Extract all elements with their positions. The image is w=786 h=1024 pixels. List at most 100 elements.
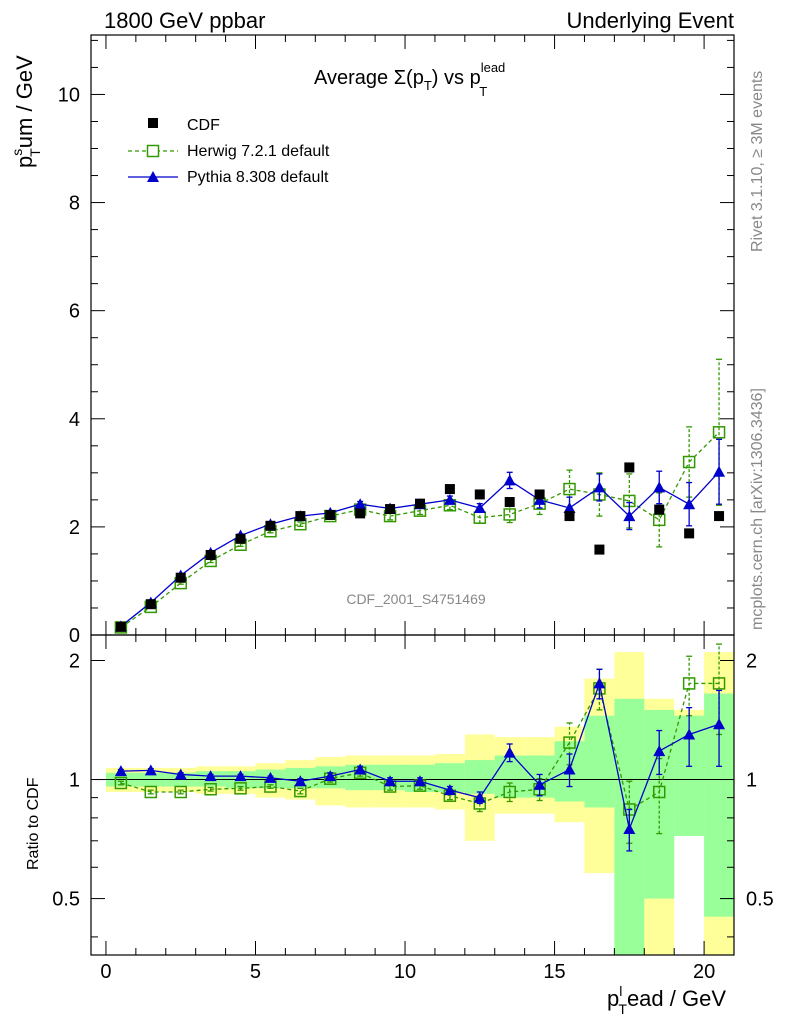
ratio-uncertainty-bands xyxy=(105,652,734,955)
analysis-watermark: CDF_2001_S4751469 xyxy=(346,591,486,607)
header-energy-label: 1800 GeV ppbar xyxy=(104,8,265,33)
ratio-point-herwig xyxy=(652,785,666,799)
legend: CDF Herwig 7.2.1 default Pythia 8.308 de… xyxy=(128,117,330,186)
main-point-cdf xyxy=(504,497,515,508)
ratio-point-pythia xyxy=(503,746,516,758)
ratio-point-pythia xyxy=(713,718,726,730)
main-y-tick-label: 6 xyxy=(69,301,80,323)
xlabel-sup: l xyxy=(619,983,622,999)
ratio-point-herwig xyxy=(114,776,128,790)
ratio-y-tick-labels: 0.5 0.5 1 1 2 2 xyxy=(52,650,774,910)
ratio-point-pythia xyxy=(234,770,247,782)
main-point-cdf xyxy=(265,520,276,531)
main-point-herwig xyxy=(503,508,516,521)
x-tick-label: 5 xyxy=(250,961,261,983)
ratio-y-tick-label-right: 2 xyxy=(746,650,757,672)
main-point-cdf xyxy=(235,533,246,544)
rivet-version-label: Rivet 3.1.10, ≥ 3M events xyxy=(749,71,766,252)
xlabel-rest: ead / GeV xyxy=(627,986,726,1011)
xlabel-base: p xyxy=(607,986,619,1011)
ylabel-rest: um / GeV xyxy=(12,55,37,148)
main-point-cdf xyxy=(684,528,695,539)
main-point-cdf xyxy=(444,484,455,495)
main-y-tick-label: 4 xyxy=(69,409,80,431)
ratio-point-herwig xyxy=(144,785,158,799)
legend-label-cdf: CDF xyxy=(187,117,220,134)
main-point-pythia xyxy=(683,498,696,510)
main-point-pythia xyxy=(653,481,666,493)
ratio-point-pythia xyxy=(563,763,576,775)
ratio-point-pythia xyxy=(294,775,307,787)
x-axis-label: pl Tead / GeV xyxy=(607,983,726,1017)
legend-marker-pythia xyxy=(147,171,159,182)
main-point-herwig xyxy=(563,482,576,496)
ratio-y-tick-label-right: 0.5 xyxy=(746,889,774,911)
main-line-herwig xyxy=(120,431,720,628)
ylabel-base: p xyxy=(12,156,37,168)
ratio-plot-panel: 0.5 0.5 1 1 2 2 0 5 10 15 20 Ratio to CDF pl Tead … xyxy=(25,634,774,1017)
main-y-tick-label: 2 xyxy=(69,517,80,539)
main-point-pythia xyxy=(593,481,606,493)
ratio-series-group xyxy=(114,643,726,852)
ratio-y-tick-label: 1 xyxy=(69,770,80,792)
header-process-label: Underlying Event xyxy=(566,8,734,33)
ratio-point-pythia xyxy=(683,728,696,740)
ratio-point-pythia xyxy=(653,745,666,757)
main-point-cdf xyxy=(474,489,485,500)
main-point-cdf xyxy=(205,550,216,560)
legend-marker-herwig xyxy=(146,144,160,158)
ratio-axis-ticks xyxy=(91,635,735,955)
title-main: Average Σ(p xyxy=(314,67,424,89)
ratio-y-tick-label: 2 xyxy=(69,650,80,672)
main-point-pythia xyxy=(713,465,726,477)
ratio-point-pythia xyxy=(264,771,277,783)
legend-marker-cdf xyxy=(148,118,158,128)
x-tick-label: 10 xyxy=(394,961,416,983)
ratio-point-pythia xyxy=(473,791,486,803)
ratio-y-tick-label: 0.5 xyxy=(52,889,80,911)
main-point-pythia xyxy=(354,498,367,510)
main-point-cdf xyxy=(714,511,725,522)
main-point-cdf xyxy=(385,504,396,515)
main-point-cdf xyxy=(624,462,635,473)
legend-label-pythia: Pythia 8.308 default xyxy=(187,169,329,186)
main-point-cdf xyxy=(115,621,126,632)
ylabel-sup: s xyxy=(9,149,25,156)
x-tick-label: 20 xyxy=(693,961,715,983)
ratio-point-pythia xyxy=(593,677,606,689)
main-y-tick-label: 0 xyxy=(69,625,80,647)
main-plot-title: Average Σ(pT) vs plead T xyxy=(314,60,505,99)
ratio-y-axis-label: Ratio to CDF xyxy=(25,777,42,870)
mcplots-url-label: mcplots.cern.ch [arXiv:1306.3436] xyxy=(749,388,766,630)
main-point-pythia xyxy=(443,493,456,505)
ratio-point-herwig xyxy=(204,783,217,796)
main-point-pythia xyxy=(503,474,516,486)
main-point-herwig xyxy=(682,455,696,469)
main-point-cdf xyxy=(534,489,545,500)
main-point-cdf xyxy=(654,504,665,515)
main-point-cdf xyxy=(175,572,186,583)
xlabel-sub: T xyxy=(618,1001,627,1017)
main-y-axis-label: ps Tum / GeV xyxy=(9,55,43,168)
main-y-tick-labels: 0 2 4 6 8 10 xyxy=(58,84,80,647)
x-tick-labels: 0 5 10 15 20 xyxy=(100,961,715,983)
main-y-tick-label: 10 xyxy=(58,84,80,106)
ratio-point-pythia xyxy=(533,778,546,790)
main-point-cdf xyxy=(295,511,306,522)
title-mid: ) vs p xyxy=(432,67,481,89)
ratio-plot-frame xyxy=(90,634,735,956)
main-point-cdf xyxy=(414,498,425,509)
ratio-point-pythia xyxy=(114,765,127,777)
ratio-point-pythia xyxy=(443,784,456,796)
ratio-y-tick-label-right: 1 xyxy=(746,770,757,792)
title-sup: lead xyxy=(481,60,506,75)
main-point-pythia xyxy=(623,510,636,522)
main-point-cdf xyxy=(355,508,366,519)
title-sub: T xyxy=(424,78,432,93)
main-series-group xyxy=(114,358,726,634)
ratio-point-herwig xyxy=(712,677,726,690)
ratio-point-pythia xyxy=(623,822,636,834)
ratio-point-pythia xyxy=(174,768,187,780)
